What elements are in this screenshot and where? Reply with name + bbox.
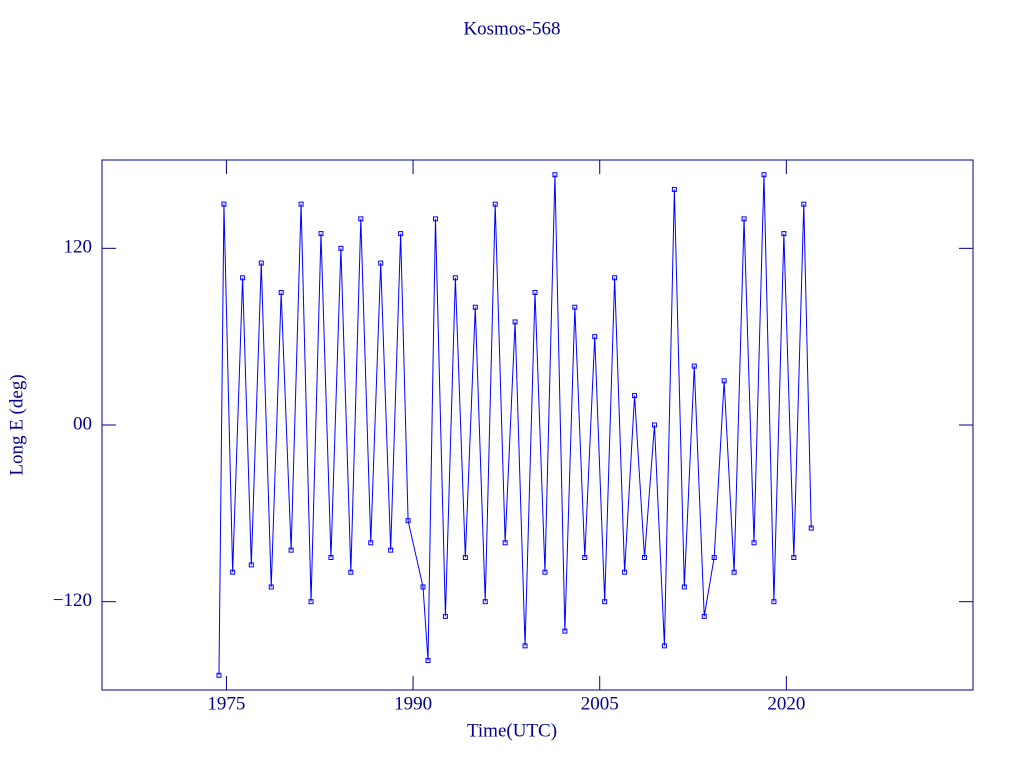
data-point bbox=[582, 555, 588, 560]
data-point bbox=[771, 599, 777, 605]
data-point bbox=[268, 584, 274, 590]
x-tick-label: 2020 bbox=[767, 693, 805, 714]
data-point bbox=[691, 363, 697, 369]
data-point bbox=[681, 584, 687, 590]
plot-frame bbox=[101, 159, 974, 691]
data-point bbox=[522, 643, 528, 649]
data-point bbox=[452, 275, 458, 281]
data-point bbox=[328, 555, 334, 560]
data-point bbox=[602, 599, 608, 605]
data-point bbox=[348, 569, 354, 575]
data-point bbox=[791, 555, 797, 560]
data-line bbox=[218, 174, 812, 676]
data-point bbox=[801, 201, 807, 207]
data-point bbox=[808, 525, 814, 531]
x-tick-label: 2005 bbox=[581, 693, 619, 714]
data-point bbox=[671, 186, 677, 192]
data-point bbox=[278, 290, 284, 295]
data-point bbox=[781, 231, 787, 237]
y-tick-label: −120 bbox=[53, 590, 92, 611]
data-point bbox=[472, 304, 478, 310]
data-point bbox=[258, 260, 264, 266]
data-point bbox=[420, 584, 426, 590]
data-point bbox=[248, 562, 254, 568]
data-point bbox=[741, 216, 747, 222]
data-point bbox=[288, 547, 294, 553]
data-point bbox=[216, 672, 222, 678]
data-point bbox=[462, 555, 468, 560]
data-point bbox=[562, 628, 568, 634]
data-point bbox=[338, 245, 344, 251]
y-axis-label: Long E (deg) bbox=[6, 374, 27, 475]
data-point bbox=[542, 569, 548, 575]
x-axis-label: Time(UTC) bbox=[467, 720, 557, 741]
data-point bbox=[358, 216, 364, 222]
data-point bbox=[398, 231, 404, 237]
data-point bbox=[221, 201, 227, 207]
data-point bbox=[378, 260, 384, 266]
data-point bbox=[761, 172, 767, 178]
data-point bbox=[482, 599, 488, 605]
data-point bbox=[240, 275, 246, 281]
data-point bbox=[318, 231, 324, 237]
x-tick-label: 1990 bbox=[394, 693, 432, 714]
data-point bbox=[711, 555, 717, 560]
data-point bbox=[552, 172, 558, 178]
x-tick-label: 1975 bbox=[207, 693, 245, 714]
data-point bbox=[632, 393, 638, 399]
data-point bbox=[368, 540, 374, 546]
chart-title: Kosmos-568 bbox=[463, 18, 560, 39]
data-point bbox=[612, 275, 618, 281]
y-tick-label: 00 bbox=[73, 413, 92, 434]
data-point bbox=[751, 540, 757, 546]
data-point bbox=[388, 547, 394, 553]
data-point bbox=[298, 201, 304, 207]
data-point bbox=[572, 304, 578, 310]
data-point bbox=[432, 216, 438, 222]
y-tick-label: 120 bbox=[64, 237, 93, 258]
data-point bbox=[230, 569, 236, 575]
data-point bbox=[642, 555, 648, 560]
data-point bbox=[731, 569, 737, 575]
data-point bbox=[622, 569, 628, 575]
data-point bbox=[701, 613, 707, 619]
data-point bbox=[661, 643, 667, 649]
data-point bbox=[308, 599, 314, 605]
data-point bbox=[492, 201, 498, 207]
data-point bbox=[502, 540, 508, 546]
data-point bbox=[425, 658, 431, 664]
data-point bbox=[442, 613, 448, 619]
data-point bbox=[405, 518, 411, 524]
data-point bbox=[592, 334, 598, 340]
data-point bbox=[512, 319, 518, 325]
data-point bbox=[721, 378, 727, 384]
data-point bbox=[651, 422, 657, 428]
data-point bbox=[532, 290, 538, 295]
